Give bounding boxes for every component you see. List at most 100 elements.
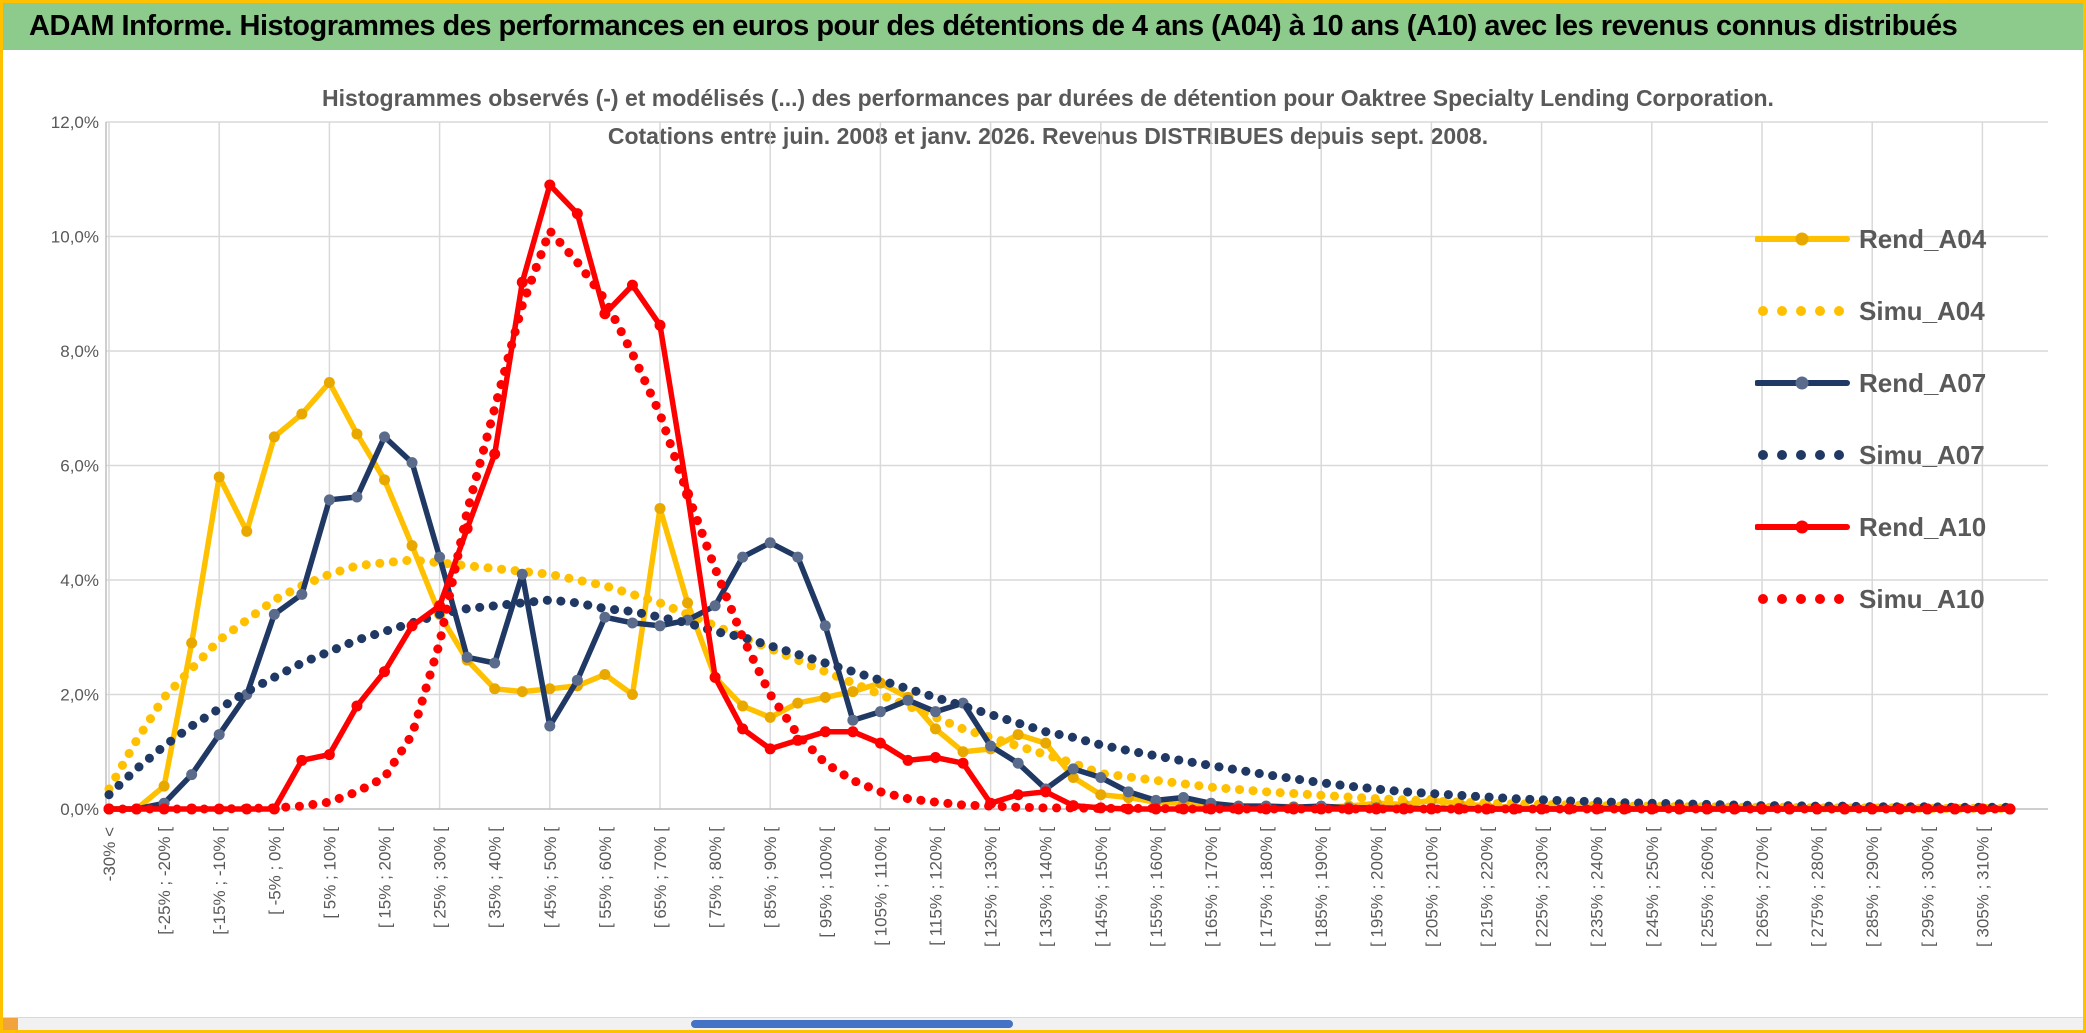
x-axis-tick-label: [ 285% ; 290% [	[1863, 827, 1882, 947]
x-axis-tick-label: [ 245% ; 250% [	[1643, 827, 1662, 947]
marker-Rend_A07	[1150, 794, 1162, 806]
marker-Rend_A04	[544, 683, 556, 695]
marker-Rend_A04	[516, 686, 528, 698]
marker-Rend_A04	[241, 525, 253, 537]
marker-Rend_A04	[957, 746, 969, 758]
x-axis-tick-label: [ 45% ; 50% [	[541, 827, 560, 928]
marker-Rend_A07	[792, 551, 804, 563]
scrollbar-corner[interactable]	[3, 1018, 18, 1030]
y-axis-tick-label: 8,0%	[60, 342, 99, 361]
x-axis-tick-label: [-15% ; -10% [	[210, 827, 229, 935]
marker-Rend_A04	[654, 502, 666, 514]
x-axis-tick-label: [ 5% ; 10% [	[320, 827, 339, 919]
x-axis-tick-label: [ 25% ; 30% [	[431, 827, 450, 928]
x-axis-tick-label: [ 195% ; 200% [	[1367, 827, 1386, 947]
x-axis-tick-label: [ 165% ; 170% [	[1202, 827, 1221, 947]
marker-Rend_A10	[351, 700, 363, 712]
x-axis-tick-label: [ 125% ; 130% [	[982, 827, 1001, 947]
marker-Rend_A04	[158, 780, 170, 792]
horizontal-scrollbar[interactable]	[3, 1017, 2083, 1030]
marker-Rend_A04	[1012, 729, 1024, 741]
marker-Rend_A10	[516, 276, 528, 288]
x-axis-tick-label: [ 145% ; 150% [	[1092, 827, 1111, 947]
marker-Rend_A04	[186, 637, 198, 649]
marker-Rend_A07	[737, 551, 749, 563]
marker-Rend_A10	[626, 279, 638, 291]
marker-Rend_A07	[516, 568, 528, 580]
x-axis-tick-label: [ 75% ; 80% [	[706, 827, 725, 928]
chart-title: Histogrammes observés (-) et modélisés (…	[203, 79, 1893, 155]
x-axis-tick-label: [ 115% ; 120% [	[927, 827, 946, 946]
marker-Rend_A10	[1040, 786, 1052, 798]
y-axis-tick-label: 0,0%	[60, 800, 99, 819]
legend-label: Simu_A07	[1859, 439, 1985, 470]
marker-Rend_A04	[792, 697, 804, 709]
series-Simu_A04[interactable]	[104, 555, 2015, 813]
marker-Rend_A10	[902, 754, 914, 766]
header-bar: ADAM Informe. Histogrammes des performan…	[3, 3, 2083, 52]
marker-Rend_A10	[654, 319, 666, 331]
legend-item-Simu_A10[interactable]: Simu_A10	[1755, 563, 1986, 635]
marker-Rend_A04	[599, 668, 611, 680]
marker-Rend_A10	[571, 208, 583, 220]
marker-Rend_A10	[296, 754, 308, 766]
y-axis-tick-label: 2,0%	[60, 686, 99, 705]
marker-Rend_A07	[406, 457, 418, 469]
marker-Rend_A07	[599, 611, 611, 623]
legend-label: Simu_A10	[1859, 583, 1985, 614]
marker-Rend_A07	[296, 588, 308, 600]
y-axis-tick-label: 4,0%	[60, 571, 99, 590]
x-axis-tick-label: [ 255% ; 260% [	[1698, 827, 1717, 947]
x-axis-tick-label: [ 185% ; 190% [	[1312, 827, 1331, 947]
marker-Rend_A07	[379, 431, 390, 443]
x-axis-tick-label: [ 295% ; 300% [	[1918, 827, 1937, 947]
series-line-Rend_A07[interactable]	[106, 434, 2013, 812]
legend-item-Rend_A04[interactable]: Rend_A04	[1755, 203, 1986, 275]
x-axis-tick-label: [ 95% ; 100% [	[816, 827, 835, 938]
marker-Rend_A10	[874, 737, 886, 749]
legend-item-Simu_A04[interactable]: Simu_A04	[1755, 275, 1986, 347]
legend-item-Rend_A07[interactable]: Rend_A07	[1755, 347, 1986, 419]
legend-label: Simu_A04	[1859, 295, 1985, 326]
scrollbar-thumb[interactable]	[691, 1020, 1013, 1028]
x-axis-tick-label: [ 155% ; 160% [	[1147, 827, 1166, 947]
marker-Rend_A07	[213, 729, 225, 741]
chart-legend: Rend_A04 Simu_A04 Rend_A07 Simu_A07 Rend_A10…	[1755, 203, 1986, 635]
marker-Rend_A07	[985, 740, 997, 752]
chart-title-line1: Histogrammes observés (-) et modélisés (…	[322, 85, 1774, 111]
x-axis-tick-label: [ 275% ; 280% [	[1808, 827, 1827, 947]
marker-Rend_A10	[406, 620, 418, 632]
x-axis-tick-label: [ 235% ; 240% [	[1588, 827, 1607, 947]
series-line-Simu_A04[interactable]	[104, 555, 2015, 813]
series-line-Simu_A10[interactable]	[104, 226, 2015, 814]
marker-Rend_A07	[1177, 792, 1189, 804]
marker-Rend_A04	[323, 376, 335, 388]
legend-marker-solid-icon	[1755, 376, 1850, 390]
x-axis-tick-label: [ 205% ; 210% [	[1422, 827, 1441, 947]
series-Simu_A10[interactable]	[104, 226, 2015, 814]
x-axis-tick-label: [ 135% ; 140% [	[1037, 827, 1056, 947]
marker-Rend_A10	[957, 757, 969, 769]
marker-Rend_A10	[737, 723, 749, 735]
marker-Rend_A04	[351, 428, 363, 440]
x-axis-tick-label: [ 55% ; 60% [	[596, 827, 615, 928]
legend-item-Rend_A10[interactable]: Rend_A10	[1755, 491, 1986, 563]
marker-Rend_A07	[1012, 757, 1024, 769]
marker-Rend_A07	[654, 620, 666, 632]
y-axis-tick-label: 10,0%	[51, 228, 99, 247]
marker-Rend_A10	[544, 179, 556, 191]
legend-marker-solid-icon	[1755, 232, 1850, 246]
legend-label: Rend_A10	[1859, 511, 1987, 542]
legend-marker-dotted-icon	[1758, 306, 1844, 316]
legend-marker-dotted-icon	[1758, 594, 1844, 604]
marker-Rend_A10	[1343, 803, 1355, 815]
marker-Rend_A07	[351, 491, 363, 503]
x-axis-tick-label: [ 105% ; 110% [	[871, 827, 890, 946]
marker-Rend_A10	[847, 726, 859, 738]
marker-Rend_A07	[819, 620, 831, 632]
marker-Rend_A10	[709, 671, 721, 683]
chart-plot: 0,0% 2,0% 4,0% 6,0% 8,0% 10,0% 12,0% -30% < [-25…	[51, 113, 2048, 947]
legend-item-Simu_A07[interactable]: Simu_A07	[1755, 419, 1986, 491]
marker-Rend_A04	[268, 431, 280, 443]
